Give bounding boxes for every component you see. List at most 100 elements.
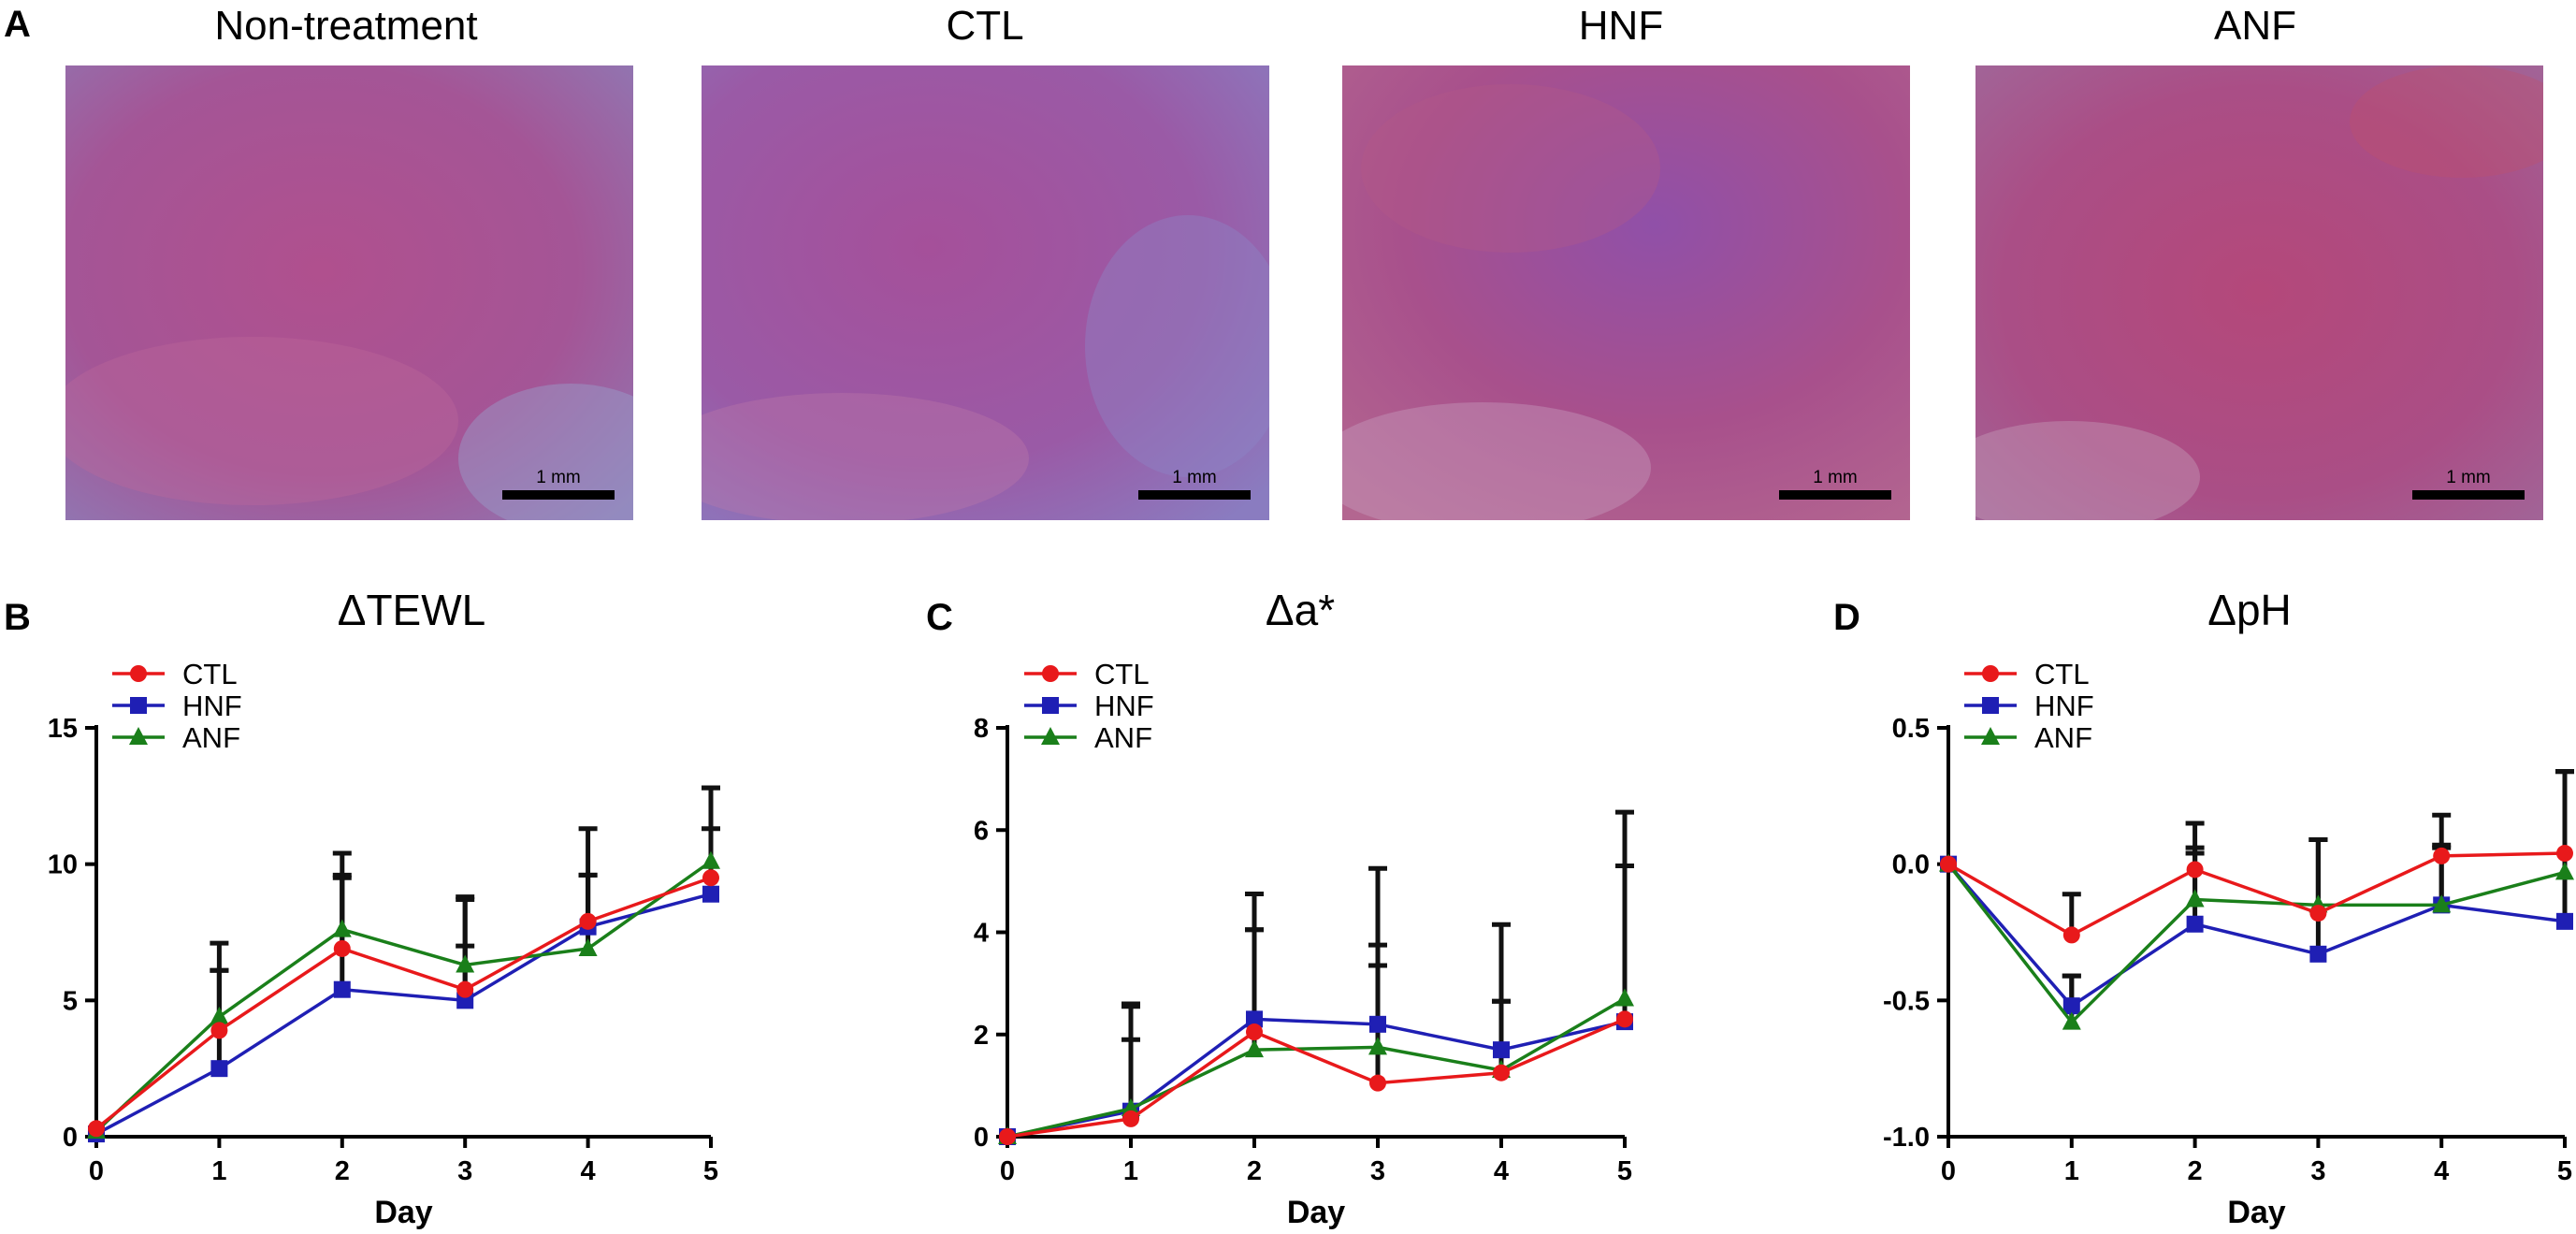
x-tick-label: 1: [1123, 1156, 1138, 1186]
data-point-ctl: [1616, 1010, 1633, 1028]
x-axis-label: Day: [374, 1195, 432, 1230]
legend-label-ctl: CTL: [1094, 658, 1150, 690]
photo-title-hnf: HNF: [1578, 3, 1664, 49]
legend-label-hnf: HNF: [182, 690, 242, 722]
data-point-ctl: [2433, 847, 2451, 864]
legend-label-ctl: CTL: [182, 658, 238, 690]
photo-title-anf: ANF: [2214, 3, 2296, 49]
data-point-hnf: [2186, 915, 2204, 933]
y-tick-label: -0.5: [1883, 986, 1930, 1016]
panel-label-d: D: [1833, 597, 1860, 638]
series-line-hnf: [1006, 1017, 1626, 1139]
data-point-ctl: [1493, 1064, 1510, 1082]
legend-marker-ctl: [1042, 665, 1059, 682]
data-point-anf: [1245, 1039, 1264, 1058]
skin-texture-image: [1342, 65, 1910, 520]
series-line-hnf: [1946, 863, 2566, 1009]
series-line-anf: [1006, 996, 1626, 1139]
data-point-ctl: [999, 1128, 1016, 1145]
data-point-hnf: [2309, 945, 2327, 963]
series-line-ctl: [1947, 851, 2566, 937]
x-tick-label: 4: [581, 1156, 596, 1186]
x-tick-label: 4: [1494, 1156, 1509, 1186]
legend-label-anf: ANF: [1094, 721, 1152, 754]
scale-bar-label: 1 mm: [2446, 468, 2491, 487]
x-tick-label: 2: [1247, 1156, 1262, 1186]
skin-photo-anf: 1 mm: [1975, 65, 2543, 520]
data-point-ctl: [2309, 905, 2327, 922]
data-point-ctl: [1122, 1110, 1139, 1127]
x-tick-label: 5: [1617, 1156, 1632, 1186]
skin-texture-image: [1975, 65, 2543, 520]
legend-marker-hnf: [130, 697, 147, 714]
x-tick-label: 1: [2064, 1156, 2079, 1186]
y-tick-label: 0: [63, 1123, 78, 1153]
data-point-anf: [1615, 988, 1634, 1007]
data-point-anf: [2185, 889, 2205, 907]
x-tick-label: 3: [1370, 1156, 1385, 1186]
legend-marker-hnf: [1042, 697, 1059, 714]
data-point-hnf: [333, 980, 351, 998]
data-point-anf: [2432, 894, 2452, 913]
data-point-anf: [456, 954, 475, 973]
data-point-ctl: [579, 912, 597, 930]
data-point-anf: [2555, 862, 2574, 880]
scale-bar: [2412, 490, 2525, 500]
x-tick-label: 5: [2557, 1156, 2572, 1186]
scale-bar-label: 1 mm: [536, 468, 581, 487]
data-point-anf: [702, 850, 720, 869]
data-point-ctl: [456, 980, 474, 998]
x-axis-label: Day: [2227, 1195, 2285, 1230]
panel-label-a: A: [4, 4, 31, 45]
y-tick-label: 15: [48, 714, 78, 744]
data-point-anf: [578, 937, 598, 956]
legend-marker-anf: [1981, 727, 2000, 745]
data-point-anf: [1122, 1097, 1140, 1116]
scale-bar: [502, 490, 615, 500]
legend-marker-anf: [1041, 727, 1060, 745]
y-tick-label: 8: [974, 714, 989, 744]
data-point-ctl: [210, 1022, 228, 1039]
data-point-hnf: [2556, 912, 2573, 930]
x-axis-label: Day: [1287, 1195, 1345, 1230]
x-tick-label: 0: [1000, 1156, 1015, 1186]
y-tick-label: 6: [974, 816, 989, 846]
series-line-anf: [94, 860, 713, 1133]
y-tick-label: 5: [63, 986, 78, 1016]
data-point-ctl: [2556, 845, 2573, 863]
y-tick-label: 4: [974, 919, 989, 949]
skin-texture-image: [65, 65, 633, 520]
scale-bar: [1779, 490, 1891, 500]
legend-label-hnf: HNF: [1094, 690, 1154, 722]
skin-photo-hnf: 1 mm: [1342, 65, 1910, 520]
data-point-ctl: [1246, 1023, 1263, 1041]
series-line-ctl: [94, 876, 712, 1130]
series-line-anf: [1946, 863, 2566, 1025]
series-line-hnf: [95, 893, 712, 1136]
skin-photo-non-treatment: 1 mm: [65, 65, 633, 520]
series-line-ctl: [1006, 1017, 1626, 1139]
x-tick-label: 4: [2434, 1156, 2449, 1186]
chart-title: ΔTEWL: [338, 586, 486, 634]
y-tick-label: -1.0: [1883, 1123, 1930, 1153]
chart-title: Δa*: [1266, 586, 1335, 634]
data-point-anf: [2062, 1011, 2081, 1030]
legend-label-hnf: HNF: [2034, 690, 2094, 722]
x-tick-label: 3: [2310, 1156, 2325, 1186]
data-point-anf: [1368, 1037, 1387, 1055]
legend-marker-ctl: [1982, 665, 1999, 682]
x-tick-label: 1: [211, 1156, 226, 1186]
x-tick-label: 0: [89, 1156, 104, 1186]
x-tick-label: 2: [2188, 1156, 2203, 1186]
data-point-hnf: [2062, 997, 2080, 1015]
data-point-hnf: [702, 885, 719, 903]
scale-bar-label: 1 mm: [1172, 468, 1217, 487]
legend-label-ctl: CTL: [2034, 658, 2090, 690]
panel-label-b: B: [4, 597, 31, 638]
data-point-hnf: [1493, 1041, 1510, 1059]
data-point-ctl: [702, 869, 719, 887]
y-tick-label: 2: [974, 1021, 989, 1051]
skin-texture-image: [702, 65, 1269, 520]
data-point-ctl: [88, 1120, 105, 1138]
